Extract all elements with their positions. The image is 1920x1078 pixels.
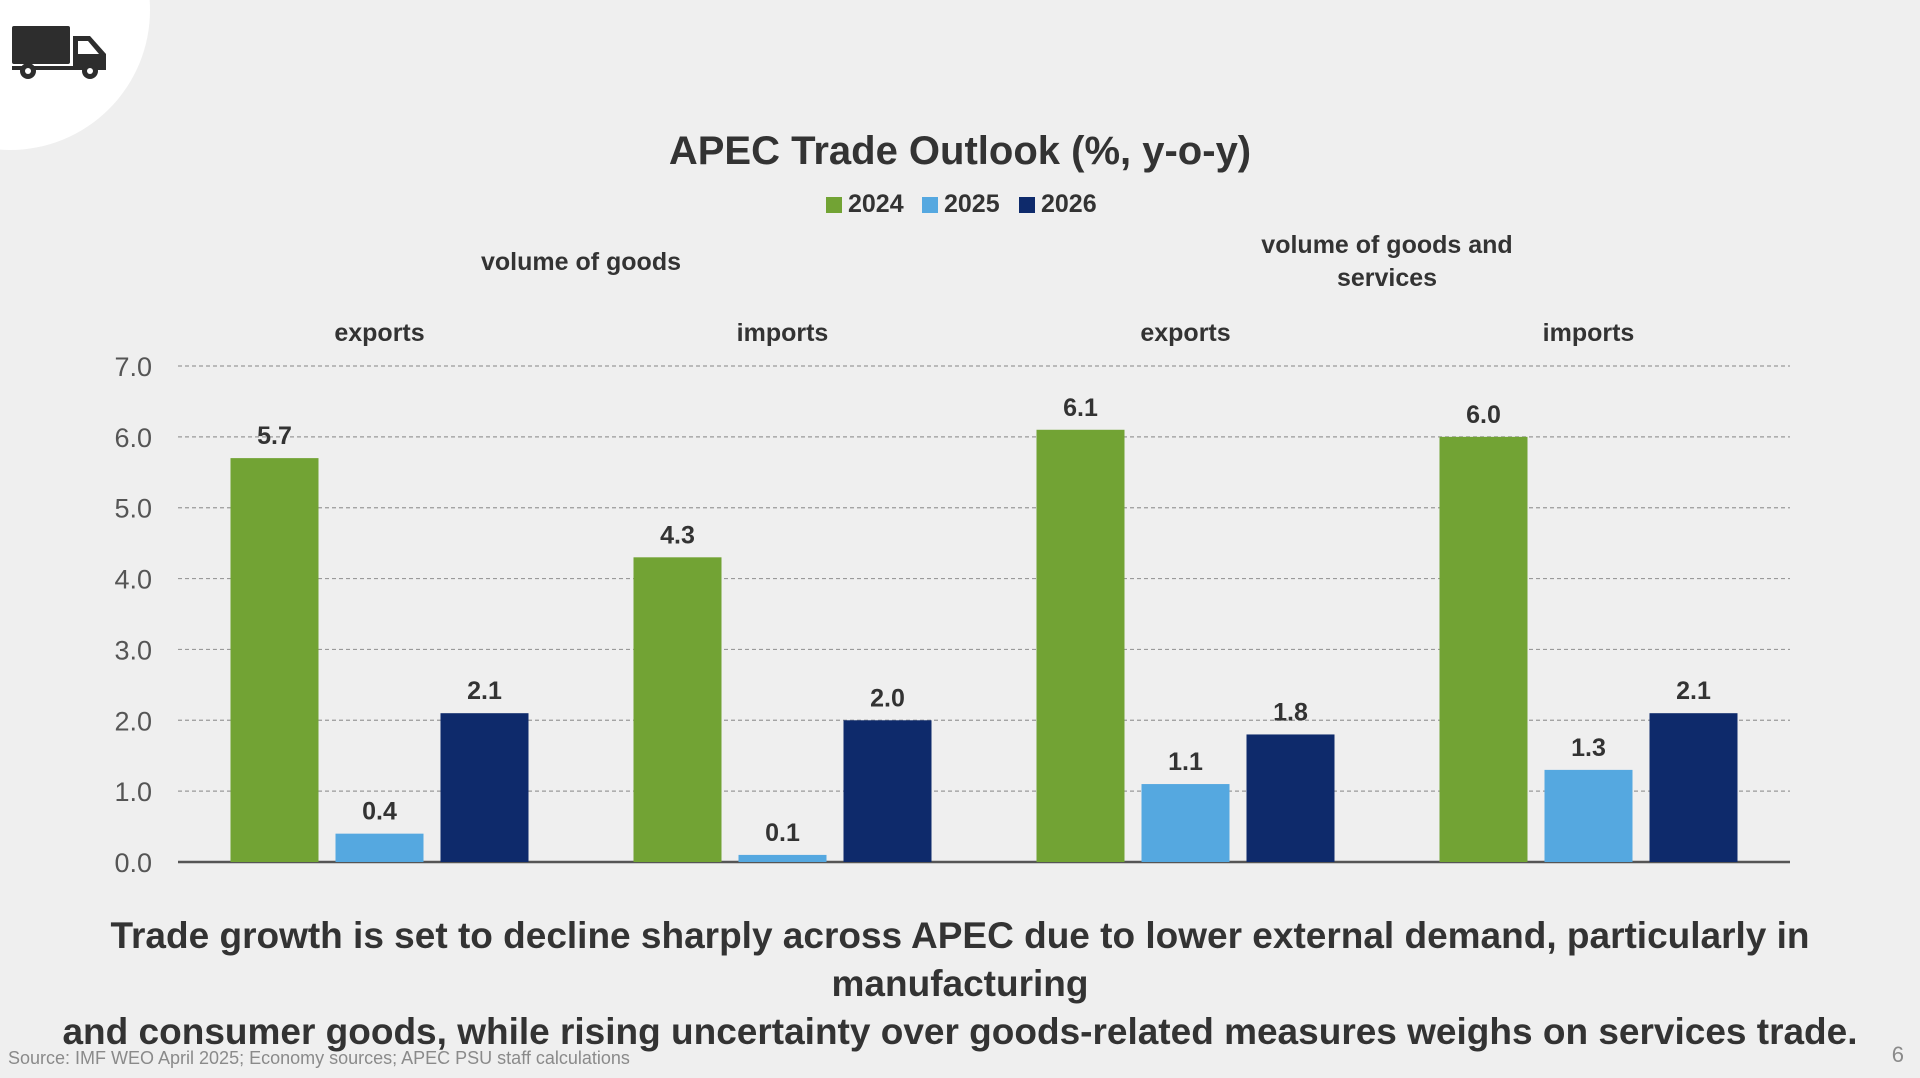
y-tick-label: 7.0 bbox=[114, 352, 152, 382]
data-label: 6.1 bbox=[1063, 394, 1098, 422]
legend-swatch-2024 bbox=[826, 197, 842, 213]
bar-2026-imports bbox=[843, 720, 932, 862]
y-tick-label: 0.0 bbox=[114, 848, 152, 878]
bar-2025-exports bbox=[335, 833, 424, 862]
bar-2025-imports bbox=[738, 854, 827, 862]
truck-icon bbox=[12, 26, 106, 79]
data-label: 2.1 bbox=[467, 677, 502, 705]
bar-2024-imports bbox=[633, 557, 722, 862]
gridlines bbox=[178, 365, 1790, 792]
data-label: 0.1 bbox=[765, 819, 800, 847]
page-number: 6 bbox=[1891, 1042, 1904, 1067]
category-headers: exports imports exports imports volume of go… bbox=[334, 231, 1634, 347]
bar-2024-exports bbox=[1036, 429, 1125, 862]
legend-label-2025: 2025 bbox=[944, 190, 1000, 218]
takeaway-text: Trade growth is set to decline sharply a… bbox=[0, 912, 1920, 1056]
y-tick-label: 3.0 bbox=[114, 635, 152, 665]
category-label: exports bbox=[1140, 319, 1230, 347]
takeaway-line-2: and consumer goods, while rising uncerta… bbox=[62, 1011, 1858, 1052]
bar-2025-exports bbox=[1141, 784, 1230, 862]
legend-swatch-2025 bbox=[922, 197, 938, 213]
data-label: 4.3 bbox=[660, 521, 695, 549]
super-category-label: volume of goods bbox=[481, 248, 681, 276]
data-labels: 5.7 0.4 2.1 4.3 0.1 2.0 6.1 1.1 1.8 6.0 1.3 2.1 bbox=[257, 394, 1711, 847]
data-label: 2.0 bbox=[870, 684, 905, 712]
data-label: 5.7 bbox=[257, 422, 292, 450]
data-label: 2.1 bbox=[1676, 677, 1711, 705]
data-label: 1.1 bbox=[1168, 748, 1203, 776]
source-note: Source: IMF WEO April 2025; Economy sour… bbox=[8, 1048, 630, 1068]
y-tick-label: 4.0 bbox=[114, 565, 152, 595]
bar-2026-exports bbox=[1246, 734, 1335, 862]
category-label: exports bbox=[334, 319, 424, 347]
bar-2024-imports bbox=[1439, 436, 1528, 862]
super-category-label: volume of goods and bbox=[1261, 231, 1512, 259]
takeaway-line-1: Trade growth is set to decline sharply a… bbox=[110, 915, 1810, 1004]
y-tick-label: 1.0 bbox=[114, 777, 152, 807]
category-label: imports bbox=[1543, 319, 1635, 347]
data-label: 0.4 bbox=[362, 798, 397, 826]
chart-title: APEC Trade Outlook (%, y-o-y) bbox=[669, 129, 1251, 173]
bars bbox=[230, 429, 1738, 862]
legend-swatch-2026 bbox=[1019, 197, 1035, 213]
data-label: 1.3 bbox=[1571, 734, 1606, 762]
bar-2025-imports bbox=[1544, 769, 1633, 862]
data-label: 1.8 bbox=[1273, 698, 1308, 726]
data-label: 6.0 bbox=[1466, 401, 1501, 429]
bar-2026-exports bbox=[440, 713, 529, 862]
chart-legend: 2024 2025 2026 bbox=[826, 190, 1097, 218]
bar-2026-imports bbox=[1649, 713, 1738, 862]
super-category-label: services bbox=[1337, 264, 1437, 292]
category-label: imports bbox=[737, 319, 829, 347]
bar-2024-exports bbox=[230, 458, 319, 862]
legend-label-2024: 2024 bbox=[848, 190, 904, 218]
y-tick-label: 2.0 bbox=[114, 706, 152, 736]
trade-outlook-chart: APEC Trade Outlook (%, y-o-y) 2024 2025 20… bbox=[114, 129, 1790, 878]
legend-label-2026: 2026 bbox=[1041, 190, 1097, 218]
y-tick-label: 6.0 bbox=[114, 423, 152, 453]
y-tick-label: 5.0 bbox=[114, 494, 152, 524]
